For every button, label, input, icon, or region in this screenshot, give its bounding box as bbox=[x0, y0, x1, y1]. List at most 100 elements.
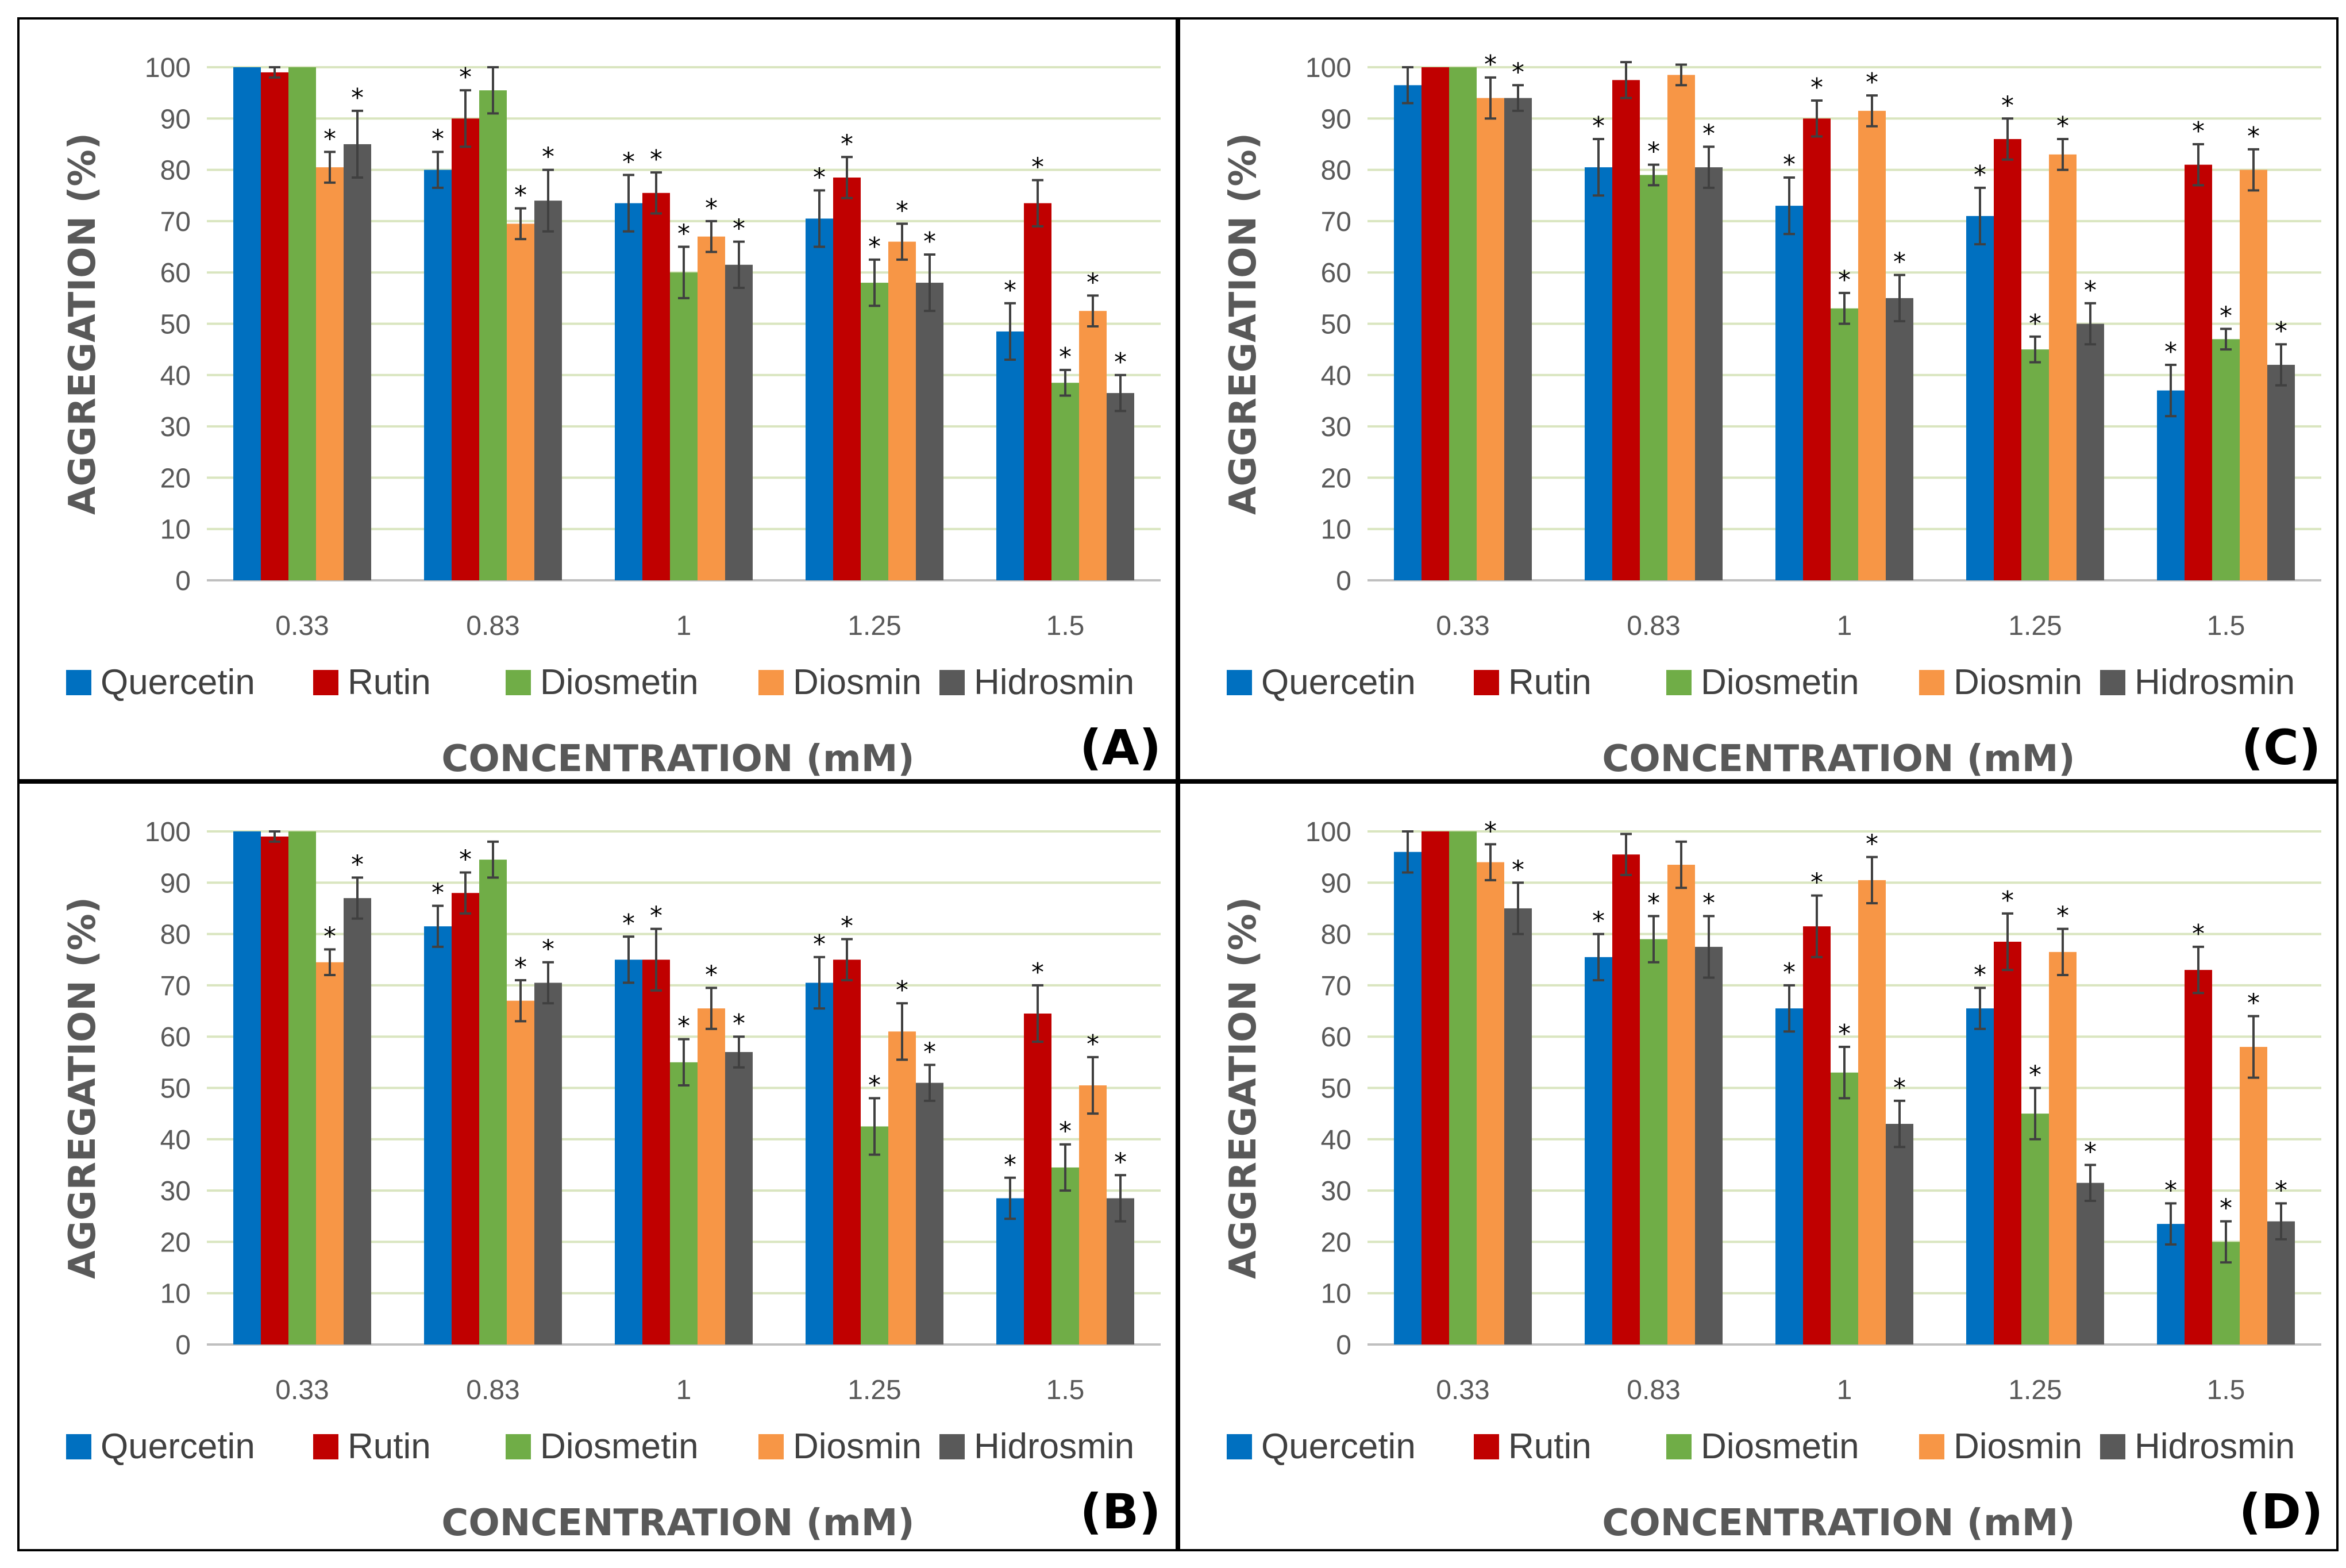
legend-swatch-quercetin bbox=[1227, 670, 1252, 695]
error-bar bbox=[2165, 1202, 2176, 1246]
error-bar bbox=[352, 876, 363, 920]
error-bar bbox=[2248, 148, 2259, 192]
significance-marker: * bbox=[1702, 888, 1715, 918]
x-tick-label: 1.25 bbox=[2008, 1375, 2062, 1405]
significance-marker: * bbox=[705, 960, 718, 989]
bar-diosmetin-0-33 bbox=[288, 67, 316, 580]
significance-marker: * bbox=[542, 935, 554, 964]
legend-swatch-rutin bbox=[1474, 1434, 1499, 1459]
bar-hidrosmin-1-5 bbox=[1107, 393, 1134, 580]
significance-marker: * bbox=[2029, 1061, 2041, 1090]
panel-label: (B) bbox=[1080, 1484, 1161, 1540]
error-bar bbox=[1402, 66, 1413, 105]
significance-marker: * bbox=[2084, 1137, 2097, 1166]
panel-d: 0 10 20 30 40 50 60 70 80 90 100 0.33 * * 0.83 * * * 1 * * * *… bbox=[1178, 781, 2339, 1551]
y-tick-label: 50 bbox=[1321, 1074, 1351, 1104]
significance-marker: * bbox=[323, 124, 336, 153]
error-bar bbox=[2029, 335, 2041, 364]
y-tick-label: 20 bbox=[160, 1227, 191, 1258]
y-tick-label: 0 bbox=[1336, 566, 1351, 596]
significance-marker: * bbox=[868, 1070, 881, 1100]
error-bar bbox=[706, 219, 717, 253]
error-bar bbox=[1839, 291, 1850, 325]
error-bar bbox=[2275, 343, 2287, 387]
error-bar bbox=[352, 109, 363, 179]
bar-diosmin-0-83 bbox=[507, 224, 534, 580]
error-bar bbox=[1004, 302, 1016, 361]
error-bar bbox=[1866, 856, 1878, 905]
y-tick-label: 80 bbox=[160, 156, 191, 186]
panel-c: 0 10 20 30 40 50 60 70 80 90 100 0.33 * * 0.83 * * * 1 * * * *… bbox=[1178, 17, 2339, 781]
y-tick-label: 60 bbox=[1321, 1022, 1351, 1053]
x-tick-label: 1.25 bbox=[848, 1375, 901, 1405]
significance-marker: * bbox=[841, 129, 853, 159]
bar-hidrosmin-1 bbox=[1886, 298, 1913, 580]
significance-marker: * bbox=[1031, 958, 1044, 987]
significance-marker: * bbox=[2247, 122, 2260, 151]
panel-a: 0 10 20 30 40 50 60 70 80 90 100 0.33 * * 0.83 * * * * 1 * * *… bbox=[17, 17, 1178, 781]
y-tick-label: 70 bbox=[160, 207, 191, 237]
bar-rutin-1 bbox=[642, 192, 670, 580]
error-bar bbox=[1485, 76, 1496, 120]
y-axis-title: AGGREGATION (%) bbox=[1222, 133, 1265, 515]
significance-marker: * bbox=[622, 148, 635, 177]
error-bar bbox=[487, 66, 499, 115]
y-tick-label: 100 bbox=[145, 817, 191, 847]
bar-diosmetin-1-5 bbox=[2212, 339, 2240, 580]
error-bar bbox=[1485, 843, 1496, 881]
bar-rutin-1-25 bbox=[1994, 139, 2021, 580]
bar-quercetin-1-5 bbox=[2157, 390, 2185, 580]
error-bar bbox=[841, 156, 853, 199]
bar-hidrosmin-0-33 bbox=[1504, 98, 1532, 580]
y-tick-label: 80 bbox=[1321, 156, 1351, 186]
significance-marker: * bbox=[542, 142, 554, 172]
error-bar bbox=[460, 89, 471, 148]
bar-rutin-0-83 bbox=[452, 893, 479, 1344]
legend-label-diosmetin: Diosmetin bbox=[1701, 1427, 1859, 1466]
bar-quercetin-1-5 bbox=[996, 1198, 1024, 1344]
legend-label-diosmin: Diosmin bbox=[793, 1427, 922, 1466]
y-tick-label: 30 bbox=[160, 1176, 191, 1207]
significance-marker: * bbox=[1647, 888, 1660, 918]
bar-hidrosmin-1 bbox=[725, 1051, 753, 1344]
error-bar bbox=[1811, 894, 1823, 958]
bar-diosmetin-1-25 bbox=[861, 283, 888, 580]
significance-marker: * bbox=[351, 850, 364, 879]
legend-label-diosmin: Diosmin bbox=[1954, 1427, 2082, 1466]
error-bar bbox=[1402, 830, 1413, 874]
y-axis-title: AGGREGATION (%) bbox=[61, 897, 104, 1279]
significance-marker: * bbox=[2220, 301, 2232, 330]
error-bar bbox=[324, 948, 336, 977]
legend-label-quercetin: Quercetin bbox=[1261, 1427, 1416, 1466]
y-tick-label: 30 bbox=[1321, 412, 1351, 442]
legend-label-quercetin: Quercetin bbox=[1261, 662, 1416, 702]
y-tick-label: 70 bbox=[160, 971, 191, 1001]
y-axis-title: AGGREGATION (%) bbox=[61, 133, 104, 515]
legend-swatch-diosmetin bbox=[506, 1434, 531, 1459]
legend-label-quercetin: Quercetin bbox=[101, 1427, 255, 1466]
panel-label: (C) bbox=[2241, 719, 2321, 776]
bar-diosmetin-1-5 bbox=[1051, 383, 1079, 580]
y-tick-label: 0 bbox=[1336, 1330, 1351, 1361]
bar-quercetin-0-83 bbox=[1585, 167, 1612, 580]
significance-marker: * bbox=[1004, 276, 1016, 305]
bar-hidrosmin-0-83 bbox=[1695, 167, 1723, 580]
bar-hidrosmin-1 bbox=[1886, 1124, 1913, 1344]
bar-diosmetin-0-83 bbox=[1640, 175, 1667, 580]
error-bar bbox=[1087, 294, 1099, 328]
significance-marker: * bbox=[2275, 317, 2287, 346]
error-bar bbox=[1703, 915, 1715, 979]
bar-diosmin-1 bbox=[1858, 110, 1886, 580]
bar-rutin-1-25 bbox=[833, 960, 861, 1344]
error-bar bbox=[2029, 1087, 2041, 1141]
bar-diosmetin-1-25 bbox=[2021, 349, 2049, 580]
bar-diosmin-0-83 bbox=[507, 1000, 534, 1344]
significance-marker: * bbox=[2247, 988, 2260, 1018]
significance-marker: * bbox=[896, 196, 908, 225]
error-bar bbox=[269, 830, 280, 843]
bar-rutin-1-25 bbox=[1994, 941, 2021, 1344]
significance-marker: * bbox=[1031, 152, 1044, 182]
error-bar bbox=[1032, 984, 1043, 1043]
significance-marker: * bbox=[2084, 276, 2097, 305]
y-tick-label: 100 bbox=[1305, 817, 1351, 847]
